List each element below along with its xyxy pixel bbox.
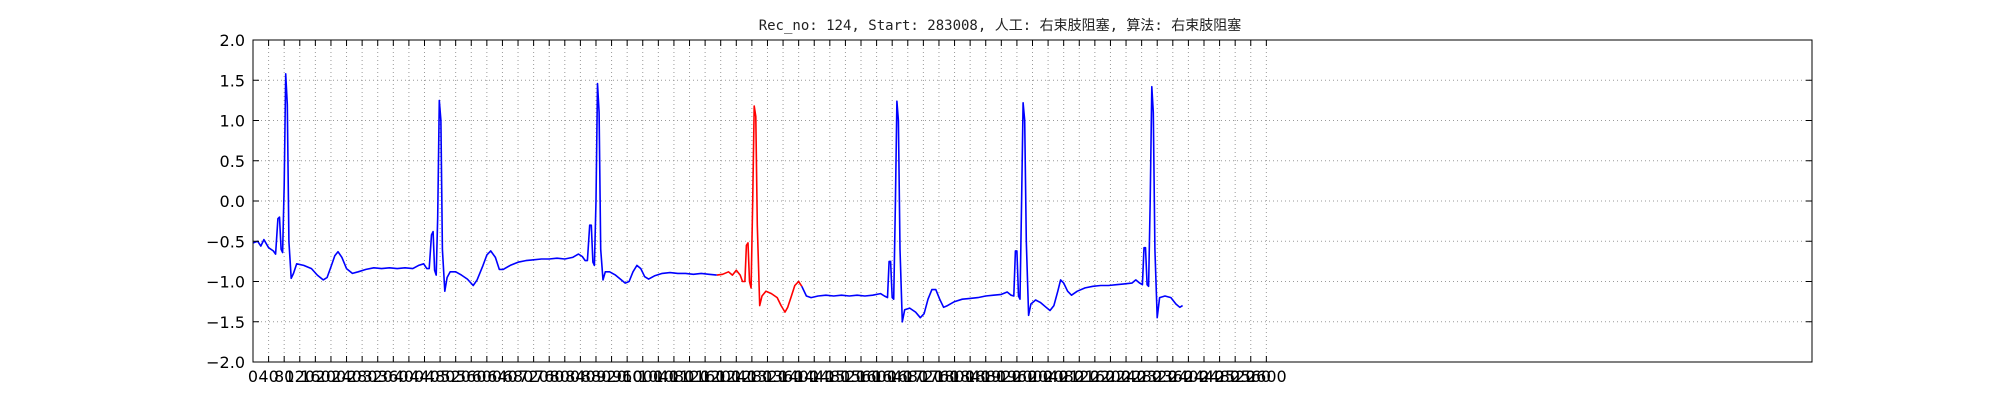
x-tick-label: 1480 bbox=[809, 367, 850, 386]
x-tick-label: 840 bbox=[565, 367, 596, 386]
x-tick-label: 1960 bbox=[997, 367, 1038, 386]
x-tick-label: 2520 bbox=[1215, 367, 1256, 386]
x-tick-label: 600 bbox=[472, 367, 503, 386]
ecg-trace-segment bbox=[716, 105, 803, 313]
x-tick-label: 2280 bbox=[1121, 367, 1162, 386]
x-tick-label: 1920 bbox=[981, 367, 1022, 386]
x-tick-label: 1840 bbox=[950, 367, 991, 386]
x-tick-label: 2440 bbox=[1184, 367, 1225, 386]
x-tick-label: 1360 bbox=[763, 367, 804, 386]
x-tick-label: 680 bbox=[503, 367, 534, 386]
x-tick-label: 1160 bbox=[685, 367, 726, 386]
x-tick-label: 1200 bbox=[700, 367, 741, 386]
x-tick-label: 1800 bbox=[934, 367, 975, 386]
x-tick-label: 1760 bbox=[919, 367, 960, 386]
x-tick-label: 200 bbox=[316, 367, 347, 386]
y-tick-label: 2.0 bbox=[220, 31, 245, 50]
chart-title: Rec_no: 124, Start: 283008, 人工: 右束肢阻塞, 算… bbox=[759, 17, 1242, 34]
x-tick-label: 520 bbox=[440, 367, 471, 386]
x-tick-label: 320 bbox=[362, 367, 393, 386]
x-tick-label: 800 bbox=[550, 367, 581, 386]
x-tick-label: 1040 bbox=[638, 367, 679, 386]
x-tick-label: 480 bbox=[425, 367, 456, 386]
x-tick-label: 880 bbox=[581, 367, 612, 386]
x-tick-label: 2200 bbox=[1090, 367, 1131, 386]
x-tick-label: 560 bbox=[456, 367, 487, 386]
x-tick-label: 1000 bbox=[622, 367, 663, 386]
y-tick-label: 1.5 bbox=[220, 71, 245, 90]
x-tick-label: 1320 bbox=[747, 367, 788, 386]
y-tick-label: −2.0 bbox=[206, 353, 245, 372]
x-tick-label: 360 bbox=[378, 367, 409, 386]
x-tick-label: 1400 bbox=[778, 367, 819, 386]
x-tick-label: 2120 bbox=[1059, 367, 1100, 386]
x-tick-label: 400 bbox=[394, 367, 425, 386]
y-tick-label: 0.0 bbox=[220, 192, 245, 211]
x-tick-label: 40 bbox=[258, 367, 278, 386]
x-tick-label: 1720 bbox=[903, 367, 944, 386]
x-tick-label: 1440 bbox=[794, 367, 835, 386]
ecg-trace-baseline bbox=[252, 73, 717, 292]
x-tick-label: 2600 bbox=[1246, 367, 1287, 386]
x-tick-label: 0 bbox=[248, 367, 258, 386]
y-axis-ticks: −2.0 −1.5 −1.0 −0.5 0.0 0.5 1.0 1.5 2.0 bbox=[206, 31, 1812, 372]
x-tick-label: 2040 bbox=[1028, 367, 1069, 386]
y-tick-label: 0.5 bbox=[220, 152, 245, 171]
x-tick-label: 120 bbox=[284, 367, 315, 386]
x-tick-label: 1520 bbox=[825, 367, 866, 386]
x-tick-label: 1120 bbox=[669, 367, 710, 386]
x-tick-label: 1560 bbox=[841, 367, 882, 386]
x-tick-label: 1680 bbox=[887, 367, 928, 386]
x-tick-label: 1280 bbox=[732, 367, 773, 386]
x-tick-label: 2400 bbox=[1168, 367, 1209, 386]
x-tick-label: 960 bbox=[612, 367, 643, 386]
x-tick-label: 2080 bbox=[1043, 367, 1084, 386]
x-tick-label: 2000 bbox=[1012, 367, 1053, 386]
x-tick-label: 1600 bbox=[856, 367, 897, 386]
x-tick-label: 2560 bbox=[1230, 367, 1271, 386]
x-tick-label: 720 bbox=[518, 367, 549, 386]
x-tick-label: 440 bbox=[409, 367, 440, 386]
x-tick-label: 1640 bbox=[872, 367, 913, 386]
x-tick-label: 2320 bbox=[1137, 367, 1178, 386]
y-tick-label: 1.0 bbox=[220, 112, 245, 131]
x-tick-label: 2360 bbox=[1152, 367, 1193, 386]
x-tick-label: 1240 bbox=[716, 367, 757, 386]
grid-lines bbox=[253, 40, 1812, 362]
x-tick-label: 2480 bbox=[1199, 367, 1240, 386]
ecg-series bbox=[252, 73, 1184, 323]
x-tick-label: 160 bbox=[300, 367, 331, 386]
ecg-trace-segment bbox=[801, 85, 1184, 323]
x-tick-label: 240 bbox=[331, 367, 362, 386]
y-tick-label: −0.5 bbox=[206, 232, 245, 251]
x-tick-label: 2160 bbox=[1075, 367, 1116, 386]
x-tick-label: 920 bbox=[596, 367, 627, 386]
x-tick-label: 1880 bbox=[965, 367, 1006, 386]
x-tick-label: 760 bbox=[534, 367, 565, 386]
x-axis-ticks: 0 408012016020024028032036040044048052056… bbox=[248, 40, 1287, 386]
x-tick-label: 1080 bbox=[654, 367, 695, 386]
x-tick-label: 2240 bbox=[1106, 367, 1147, 386]
y-tick-label: −1.0 bbox=[206, 273, 245, 292]
x-tick-label: 280 bbox=[347, 367, 378, 386]
y-tick-label: −1.5 bbox=[206, 313, 245, 332]
x-tick-label: 640 bbox=[487, 367, 518, 386]
x-tick-label: 80 bbox=[274, 367, 294, 386]
